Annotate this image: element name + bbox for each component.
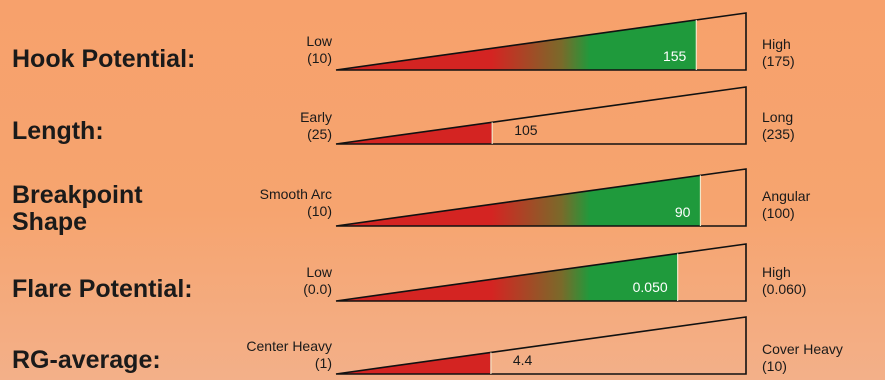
high-label-text: High: [762, 264, 791, 280]
high-label: Cover Heavy (10): [762, 341, 843, 375]
high-label-value: (10): [762, 358, 787, 374]
gauge-title: Flare Potential:: [12, 275, 193, 303]
gauge-title: Breakpoint Shape: [12, 181, 143, 236]
low-label: Smooth Arc (10): [212, 186, 332, 220]
gauge-title: RG-average:: [12, 346, 161, 374]
high-label: High (175): [762, 36, 795, 70]
low-label-value: (10): [307, 203, 332, 219]
gauge-title: Hook Potential:: [12, 45, 196, 73]
gauge-wedge: 105: [335, 86, 747, 145]
high-label: Angular (100): [762, 188, 810, 222]
high-label: Long (235): [762, 109, 795, 143]
low-label: Low (0.0): [212, 264, 332, 298]
gauge-value-label: 4.4: [513, 352, 533, 368]
gauge-value-label: 105: [514, 122, 538, 138]
high-label-text: High: [762, 36, 791, 52]
gauge-value-label: 0.050: [633, 279, 668, 295]
gauge-fill: [336, 253, 678, 301]
low-label: Early (25): [212, 109, 332, 143]
gauge-value-label: 90: [675, 204, 691, 220]
gauge-outline: [335, 86, 747, 145]
gauge-wedge: 0.050: [335, 243, 747, 302]
low-label-text: Low: [306, 264, 332, 280]
low-label: Center Heavy (1): [212, 338, 332, 372]
gauge-wedge: 4.4: [335, 316, 747, 375]
low-label-text: Center Heavy: [246, 338, 332, 354]
gauge-outline: [335, 12, 747, 71]
gauge-wedge: 155: [335, 12, 747, 71]
high-label-text: Long: [762, 109, 794, 125]
low-label-text: Early: [300, 109, 332, 125]
gauge-value-label: 155: [663, 48, 687, 64]
high-label-value: (175): [762, 53, 795, 69]
gauge-outline: [335, 168, 747, 227]
low-label-value: (1): [314, 355, 332, 371]
high-label-value: (0.060): [762, 281, 807, 297]
high-label-value: (100): [762, 205, 795, 221]
gauge-outline: [335, 243, 747, 302]
low-label-value: (10): [307, 50, 332, 66]
high-label-text: Angular: [762, 188, 811, 204]
high-label-value: (235): [762, 126, 795, 142]
low-label-value: (25): [307, 126, 332, 142]
low-label-text: Low: [306, 33, 332, 49]
low-label-value: (0.0): [303, 281, 332, 297]
high-label-text: Cover Heavy: [762, 341, 843, 357]
gauge-outline: [335, 316, 747, 375]
high-label: High (0.060): [762, 264, 806, 298]
low-label: Low (10): [212, 33, 332, 67]
low-label-text: Smooth Arc: [259, 186, 332, 202]
gauge-wedge: 90: [335, 168, 747, 227]
gauge-title: Length:: [12, 117, 104, 145]
gauge-fill: [336, 175, 701, 226]
